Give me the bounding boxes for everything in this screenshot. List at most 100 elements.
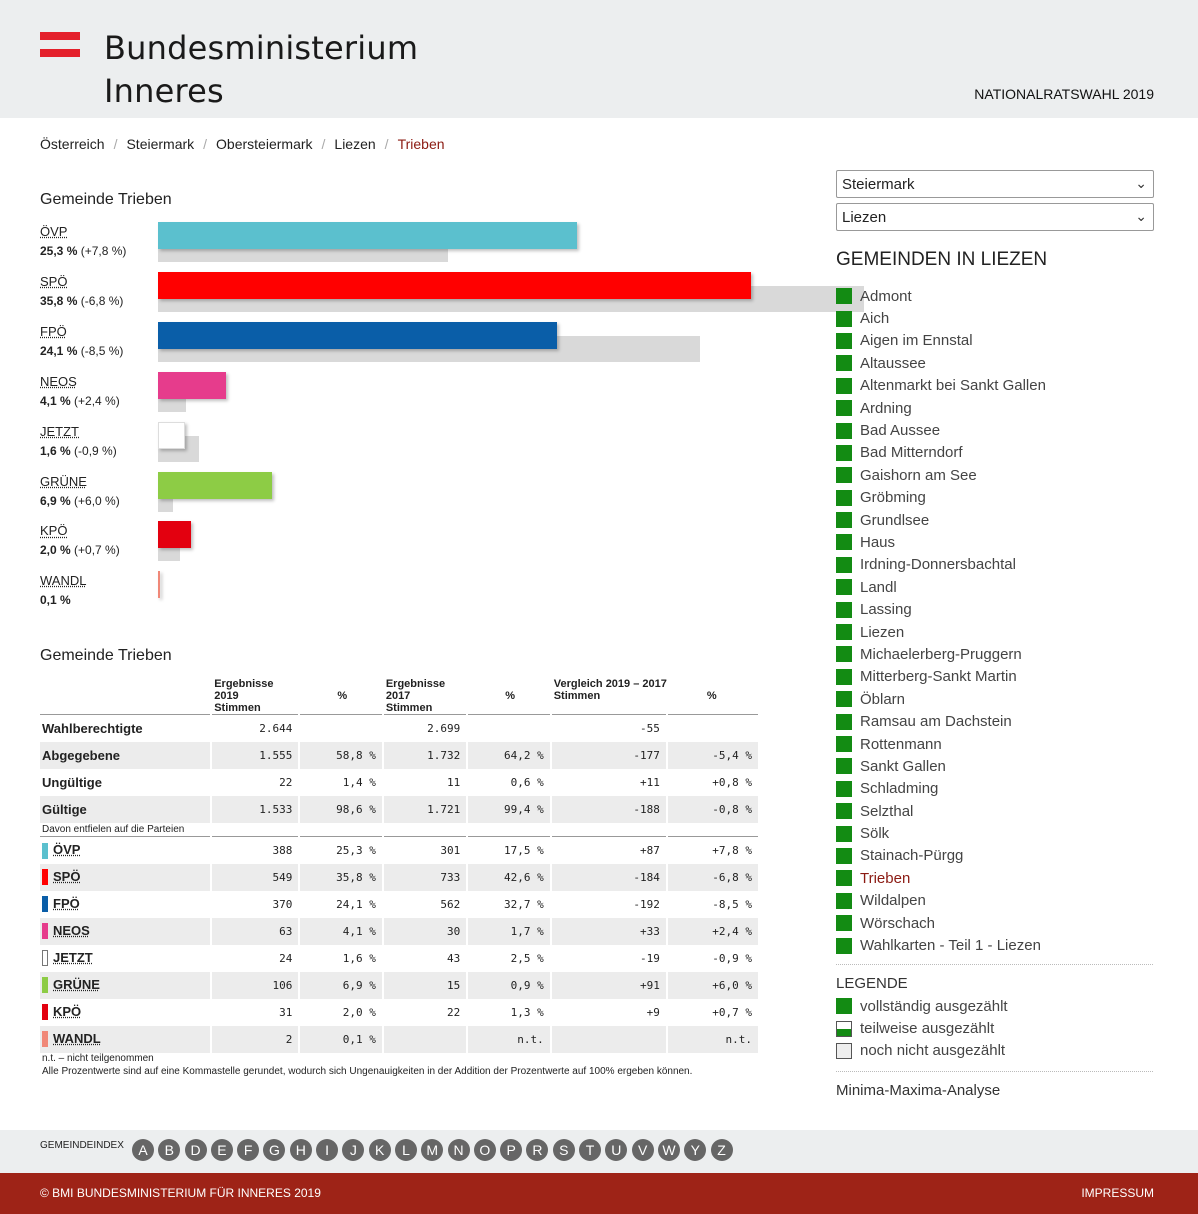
breadcrumb-item[interactable]: Österreich	[40, 136, 105, 152]
index-letter-button[interactable]: N	[447, 1139, 470, 1161]
municipality-item[interactable]: Michaelerberg-Pruggern	[836, 643, 1046, 665]
chart-party-label[interactable]: ÖVP	[40, 224, 68, 239]
index-letter-button[interactable]: I	[316, 1139, 339, 1161]
municipality-item[interactable]: Schladming	[836, 778, 1046, 800]
cell-v17: 301	[381, 836, 468, 864]
municipality-item[interactable]: Selzthal	[836, 800, 1046, 822]
municipality-item[interactable]: Rottenmann	[836, 733, 1046, 755]
row-label[interactable]: JETZT	[40, 945, 211, 972]
logo-line-2: Inneres	[104, 72, 224, 110]
chart-party-label[interactable]: SPÖ	[40, 273, 68, 289]
impressum-link[interactable]: IMPRESSUM	[1081, 1186, 1154, 1200]
index-letter-button[interactable]: E	[210, 1139, 233, 1161]
complete-status-icon	[836, 422, 852, 439]
chart-party-label[interactable]: JETZT	[40, 423, 79, 439]
index-letter-button[interactable]: D	[184, 1139, 207, 1161]
austria-flag-logo-icon[interactable]	[40, 32, 80, 58]
municipality-item[interactable]: Altaussee	[836, 352, 1046, 374]
ministry-logo-text[interactable]: Bundesministerium Inneres	[104, 27, 418, 113]
index-letter-button[interactable]: M	[421, 1139, 444, 1161]
table-row: NEOS 63 4,1 % 30 1,7 % +33 +2,4 %	[40, 917, 758, 945]
chart-party-label[interactable]: KPÖ	[40, 523, 68, 539]
legend-item: vollständig ausgezählt	[836, 995, 1008, 1017]
row-label[interactable]: WANDL	[40, 1025, 212, 1053]
municipality-item[interactable]: Öblarn	[836, 688, 1046, 710]
cell-v17: 22	[381, 998, 468, 1026]
index-letter-button[interactable]: Y	[684, 1139, 707, 1161]
legend-item: noch nicht ausgezählt	[836, 1040, 1008, 1062]
index-letter-button[interactable]: V	[631, 1139, 654, 1161]
bar-2019	[158, 222, 578, 249]
index-letter-button[interactable]: K	[368, 1139, 391, 1161]
complete-status-icon	[836, 512, 852, 529]
row-label[interactable]: NEOS	[40, 917, 212, 945]
chart-party-value: 1,6 % (-0,9 %)	[40, 443, 117, 458]
index-letter-button[interactable]: S	[552, 1139, 575, 1161]
cell-v19: 1.533	[210, 795, 300, 823]
municipality-item[interactable]: Sankt Gallen	[836, 755, 1046, 777]
index-letter-button[interactable]: Z	[710, 1139, 733, 1161]
index-letter-button[interactable]: G	[263, 1139, 286, 1161]
chart-title: Gemeinde Trieben	[40, 191, 172, 208]
breadcrumb-item[interactable]: Steiermark	[126, 136, 195, 152]
municipality-item[interactable]: Lassing	[836, 598, 1046, 620]
municipality-item[interactable]: Gaishorn am See	[836, 464, 1046, 486]
municipality-item[interactable]: Mitterberg-Sankt Martin	[836, 666, 1046, 688]
municipality-item[interactable]: Stainach-Pürgg	[836, 845, 1046, 867]
cell-vd: +91	[549, 971, 667, 999]
municipality-item[interactable]: Gröbming	[836, 487, 1046, 509]
municipality-item[interactable]: Bad Mitterndorf	[836, 442, 1046, 464]
cell-v19: 370	[210, 890, 300, 918]
cell-vd: -177	[549, 741, 667, 769]
municipality-item[interactable]: Liezen	[836, 621, 1046, 643]
municipality-item[interactable]: Ardning	[836, 397, 1046, 419]
row-label[interactable]: FPÖ	[40, 891, 211, 918]
index-letter-button[interactable]: O	[473, 1139, 496, 1161]
municipality-item[interactable]: Wörschach	[836, 912, 1046, 934]
cell-v19: 1.555	[210, 741, 300, 769]
municipality-item[interactable]: Irdning-Donnersbachtal	[836, 554, 1046, 576]
index-letter-button[interactable]: F	[237, 1139, 260, 1161]
municipality-item[interactable]: Aich	[836, 307, 1046, 329]
complete-status-icon	[836, 534, 852, 551]
municipality-item[interactable]: Wahlkarten - Teil 1 - Liezen	[836, 934, 1046, 956]
site-header: Bundesministerium Inneres NATIONALRATSWA…	[0, 0, 1198, 118]
index-letter-button[interactable]: A	[132, 1139, 154, 1161]
municipality-item[interactable]: Admont	[836, 285, 1046, 307]
municipality-item[interactable]: Wildalpen	[836, 890, 1046, 912]
index-letter-button[interactable]: R	[526, 1139, 549, 1161]
municipality-item[interactable]: Haus	[836, 531, 1046, 553]
index-letter-button[interactable]: U	[605, 1139, 628, 1161]
index-letter-button[interactable]: B	[158, 1139, 181, 1161]
row-label[interactable]: KPÖ	[40, 999, 211, 1026]
district-select[interactable]: Liezen ⌄	[836, 203, 1154, 231]
state-select[interactable]: Steiermark ⌄	[836, 170, 1154, 198]
chart-party-label[interactable]: NEOS	[40, 373, 77, 389]
minmax-analysis-link[interactable]: Minima-Maxima-Analyse	[836, 1082, 1001, 1099]
breadcrumb-item[interactable]: Liezen	[334, 136, 376, 152]
index-letter-button[interactable]: J	[342, 1139, 365, 1161]
cell-vd: +11	[549, 768, 667, 796]
municipality-item[interactable]: Ramsau am Dachstein	[836, 710, 1046, 732]
index-letter-button[interactable]: P	[500, 1139, 523, 1161]
chart-party-label[interactable]: FPÖ	[40, 323, 67, 339]
chart-party-label[interactable]: GRÜNE	[40, 473, 87, 489]
municipality-item[interactable]: Altenmarkt bei Sankt Gallen	[836, 375, 1046, 397]
municipality-item[interactable]: Aigen im Ennstal	[836, 330, 1046, 352]
municipality-item[interactable]: Trieben	[836, 867, 1046, 889]
municipality-item[interactable]: Landl	[836, 576, 1046, 598]
row-label[interactable]: GRÜNE	[40, 971, 212, 999]
municipality-item[interactable]: Sölk	[836, 822, 1046, 844]
municipality-item[interactable]: Bad Aussee	[836, 419, 1046, 441]
breadcrumb-item[interactable]: Obersteiermark	[216, 136, 313, 152]
index-letter-button[interactable]: L	[394, 1139, 417, 1161]
municipality-item[interactable]: Grundlsee	[836, 509, 1046, 531]
cell-pd: -0,8 %	[665, 795, 758, 823]
row-label[interactable]: SPÖ	[40, 863, 212, 891]
index-letter-button[interactable]: H	[289, 1139, 312, 1161]
cell-pd: +2,4 %	[665, 917, 758, 945]
index-letter-button[interactable]: T	[579, 1139, 602, 1161]
row-label[interactable]: ÖVP	[40, 837, 211, 864]
chart-party-label[interactable]: WANDL	[40, 573, 87, 589]
index-letter-button[interactable]: W	[657, 1139, 680, 1161]
